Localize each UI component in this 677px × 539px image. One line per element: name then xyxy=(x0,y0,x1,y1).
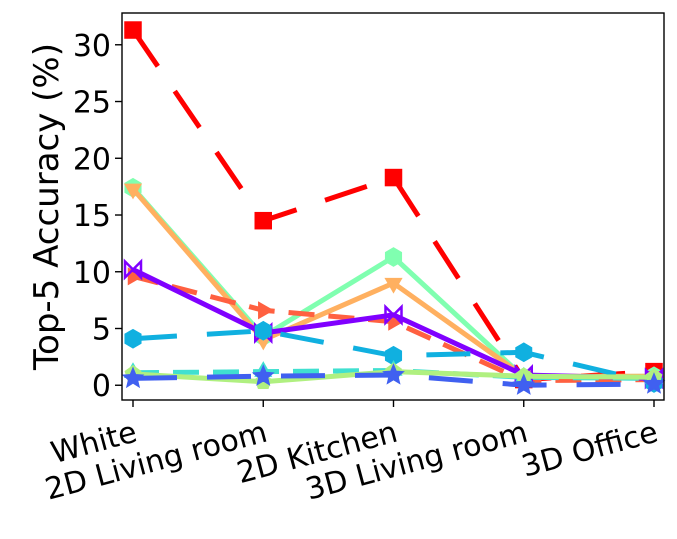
series-1 xyxy=(124,21,663,389)
y-tick-label: 20 xyxy=(73,142,111,177)
data-point xyxy=(384,303,403,326)
x-tick-label: 3D Office xyxy=(518,415,662,485)
y-tick-label: 0 xyxy=(92,369,111,404)
series-layer xyxy=(121,21,666,395)
y-axis-label: Top-5 Accuracy (%) xyxy=(27,43,67,371)
data-point xyxy=(123,183,143,200)
y-tick-label: 15 xyxy=(73,199,111,234)
data-point xyxy=(123,258,143,281)
data-point xyxy=(384,247,403,267)
y-tick-label: 5 xyxy=(92,313,111,348)
y-tick-label: 10 xyxy=(73,256,111,291)
data-point xyxy=(121,366,145,389)
data-point xyxy=(382,363,405,385)
data-point xyxy=(124,328,142,349)
data-point xyxy=(258,301,274,320)
series-line xyxy=(130,28,655,383)
data-point xyxy=(515,342,533,363)
data-point xyxy=(512,373,536,395)
series-9 xyxy=(121,363,666,395)
data-point xyxy=(384,277,403,294)
data-point xyxy=(384,168,403,187)
data-point xyxy=(254,211,272,230)
data-point xyxy=(254,320,272,341)
data-point xyxy=(642,372,666,394)
y-tick-label: 30 xyxy=(73,29,111,64)
data-point xyxy=(124,21,142,39)
data-point xyxy=(251,364,275,386)
plot-frame xyxy=(121,12,665,401)
y-axis: 0 5 10 15 20 25 30 xyxy=(73,29,122,404)
y-tick-label: 25 xyxy=(73,86,111,121)
